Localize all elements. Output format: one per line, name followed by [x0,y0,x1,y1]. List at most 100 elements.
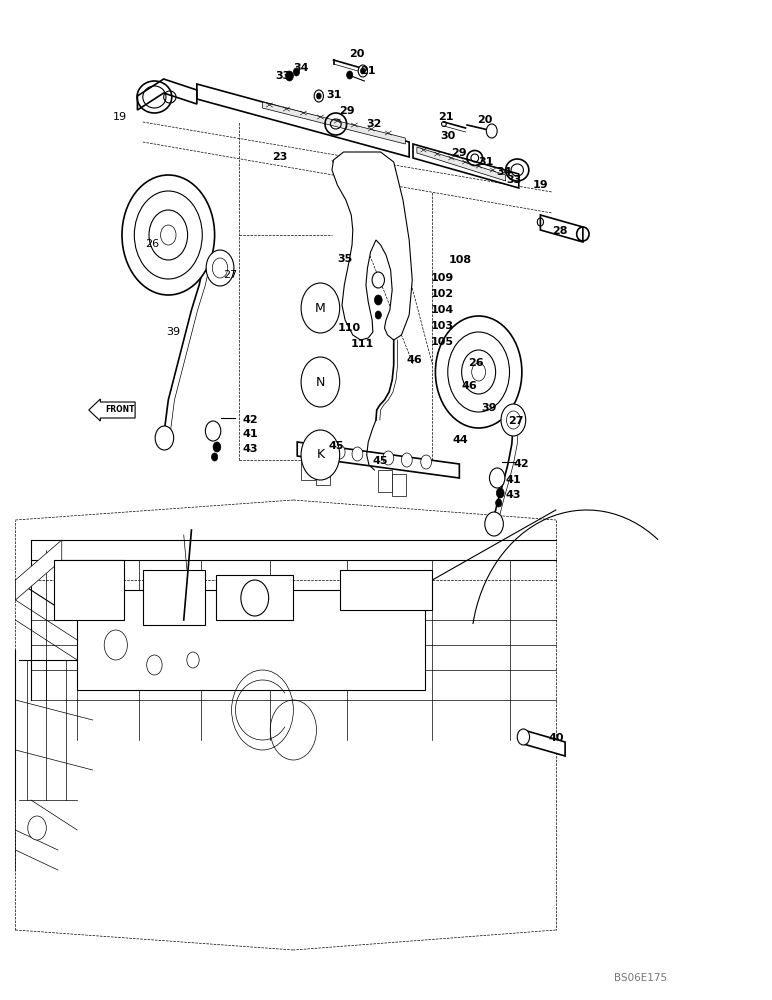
Circle shape [134,191,202,279]
Circle shape [212,258,228,278]
Text: 19: 19 [113,112,127,122]
Text: FRONT: FRONT [105,406,134,414]
Polygon shape [523,730,565,756]
Circle shape [205,421,221,441]
Text: 29: 29 [451,148,466,158]
Circle shape [155,426,174,450]
Circle shape [462,350,496,394]
Circle shape [212,453,218,461]
Circle shape [485,512,503,536]
Polygon shape [332,152,412,340]
Circle shape [501,404,526,436]
Polygon shape [137,79,197,110]
Circle shape [361,68,365,74]
Text: 32: 32 [366,119,381,129]
Circle shape [352,447,363,461]
Bar [378,470,392,492]
Circle shape [315,442,326,456]
Text: 43: 43 [506,490,521,500]
Text: 20: 20 [349,49,364,59]
Bar [316,463,330,485]
Circle shape [187,652,199,668]
Circle shape [374,295,382,305]
Polygon shape [297,442,459,478]
Bar [216,575,293,620]
Text: 44: 44 [452,435,468,445]
Circle shape [486,124,497,138]
Text: 33: 33 [506,175,522,185]
Text: 19: 19 [533,180,548,190]
Circle shape [375,311,381,319]
Text: 42: 42 [513,459,529,469]
Text: 33: 33 [275,71,290,81]
Circle shape [435,316,522,428]
Text: M: M [315,302,326,314]
Text: 28: 28 [552,226,567,236]
Circle shape [517,729,530,745]
Text: 45: 45 [373,456,388,466]
Text: K: K [317,448,324,462]
Text: 31: 31 [478,157,493,167]
Circle shape [301,430,340,480]
Text: 109: 109 [431,273,454,283]
Circle shape [286,71,293,81]
Circle shape [383,451,394,465]
Circle shape [28,816,46,840]
Polygon shape [413,144,519,188]
Circle shape [147,655,162,675]
FancyArrow shape [89,399,135,421]
Text: 34: 34 [496,167,512,177]
Circle shape [149,210,188,260]
Circle shape [401,453,412,467]
Text: 26: 26 [145,239,159,249]
Text: 31: 31 [327,90,342,100]
Text: 104: 104 [431,305,454,315]
Text: 39: 39 [482,403,497,413]
Text: 30: 30 [440,131,455,141]
Circle shape [161,225,176,245]
Text: 40: 40 [548,733,564,743]
Text: 27: 27 [508,416,523,426]
Polygon shape [540,215,583,242]
Circle shape [489,468,505,488]
Circle shape [241,580,269,616]
Circle shape [334,445,345,459]
Polygon shape [15,540,62,600]
Bar [340,570,432,610]
Bar [301,458,315,480]
Text: 46: 46 [407,355,422,365]
Circle shape [496,499,502,507]
Text: 41: 41 [242,429,258,439]
Text: 110: 110 [337,323,361,333]
Text: 23: 23 [273,152,288,162]
Circle shape [213,442,221,452]
Circle shape [496,488,504,498]
Text: 29: 29 [339,106,354,116]
Circle shape [372,272,384,288]
Text: 26: 26 [469,358,484,368]
Circle shape [347,71,353,79]
Circle shape [358,65,367,77]
Circle shape [122,175,215,295]
Text: 45: 45 [328,441,344,451]
Text: 103: 103 [431,321,454,331]
Bar [392,474,406,496]
Bar [143,570,205,625]
Text: 34: 34 [293,63,309,73]
Text: 20: 20 [477,115,493,125]
Text: 42: 42 [242,415,258,425]
Circle shape [301,357,340,407]
Circle shape [293,68,300,76]
Circle shape [206,250,234,286]
Text: 108: 108 [449,255,472,265]
Circle shape [421,455,432,469]
Bar [54,560,124,620]
Text: N: N [316,375,325,388]
Circle shape [448,332,510,412]
Text: 46: 46 [462,381,477,391]
Text: 21: 21 [360,66,375,76]
Polygon shape [197,84,409,157]
Text: 39: 39 [167,327,181,337]
Polygon shape [262,102,405,144]
Circle shape [104,630,127,660]
